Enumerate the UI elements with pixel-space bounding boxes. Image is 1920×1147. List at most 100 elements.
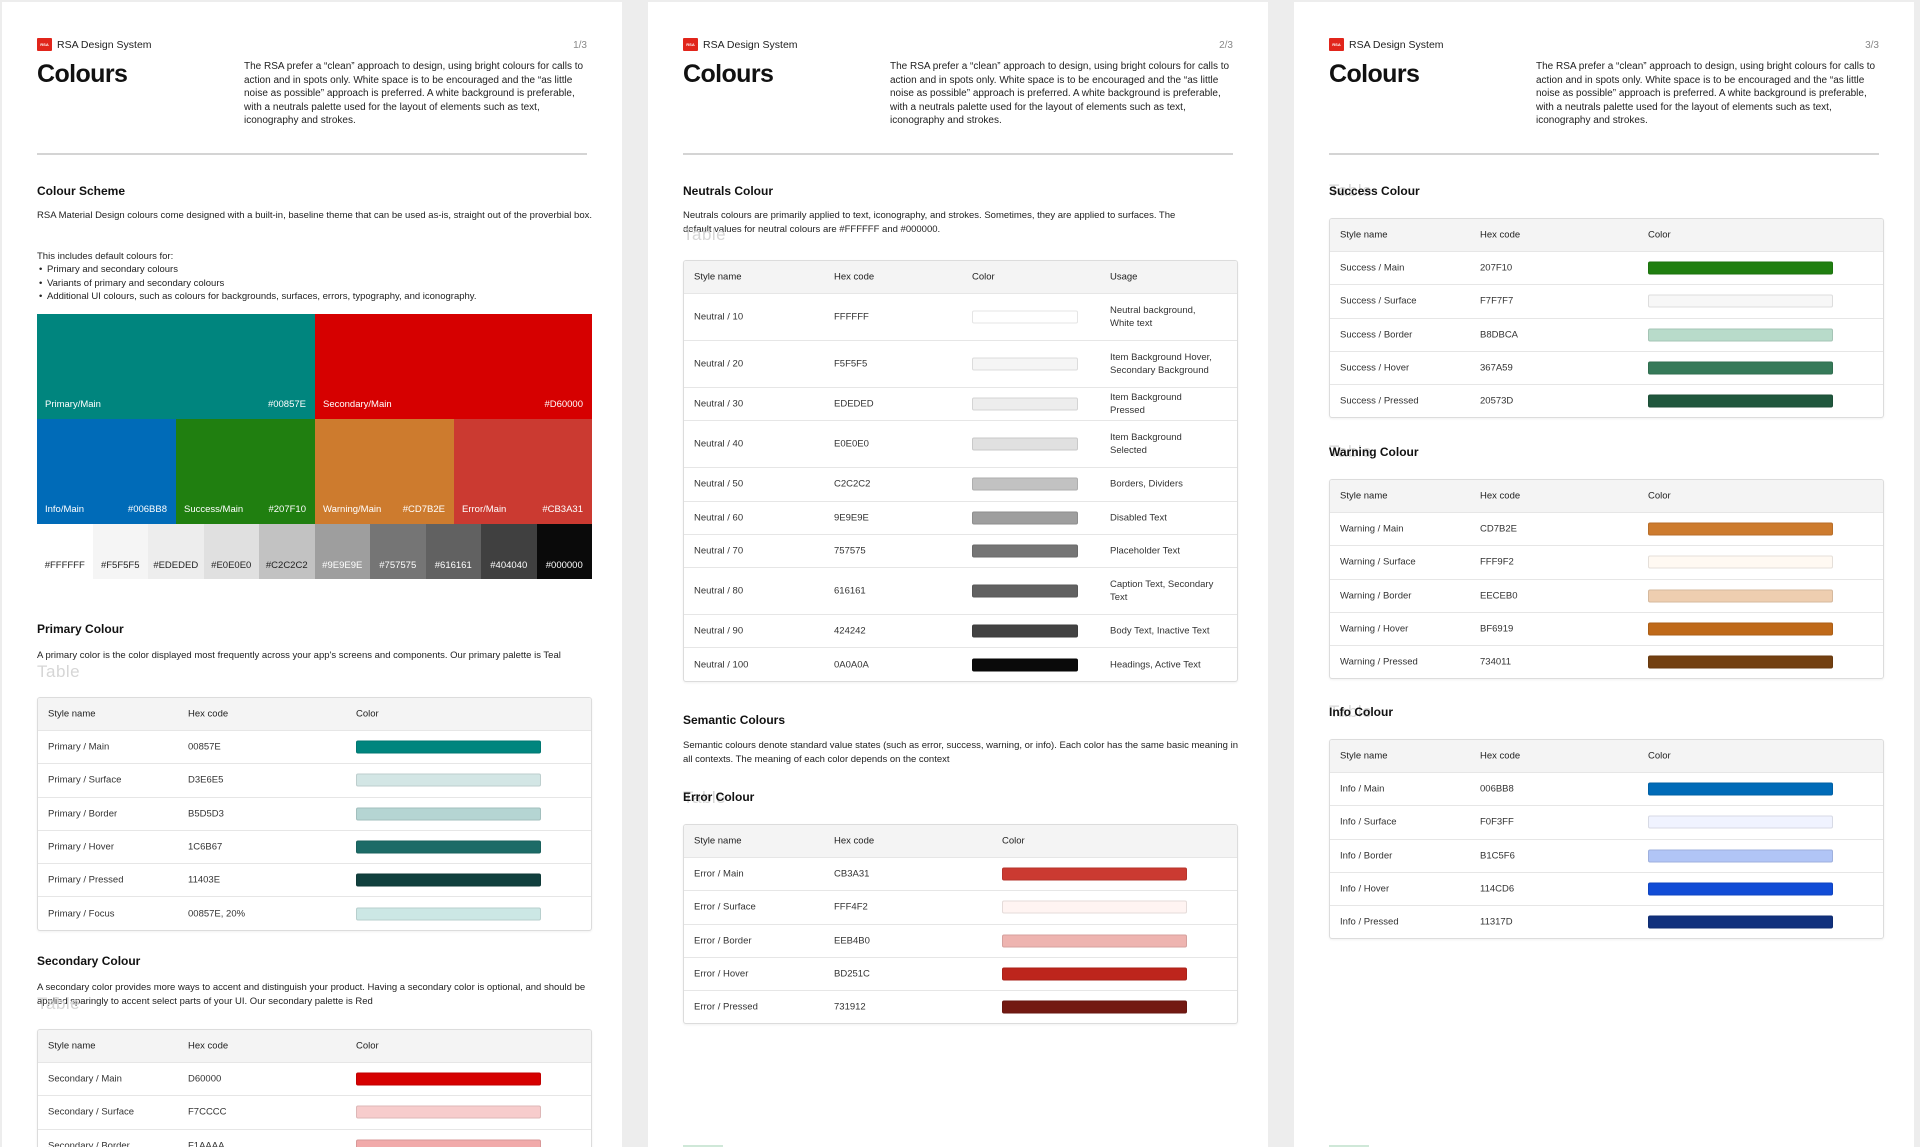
table-row: Warning / Surface FFF9F2 — [1330, 545, 1883, 578]
color-swatch-bar — [356, 840, 541, 854]
ghost-table-label: Table — [683, 225, 727, 244]
page-title: Colours — [683, 60, 774, 88]
hex-code-cell: 006BB8 — [1480, 783, 1514, 795]
swatch-hex: #FFFFFF — [44, 560, 85, 571]
style-name-cell: Primary / Hover — [48, 841, 114, 853]
color-swatch-bar — [1002, 934, 1187, 948]
usage-cell: Placeholder Text — [1110, 545, 1181, 557]
hex-code-cell: 20573D — [1480, 395, 1514, 407]
style-name-cell: Error / Surface — [694, 901, 756, 913]
footer-marker — [683, 1145, 723, 1147]
document-page-3: RSA RSA Design System 3/3 Colours The RS… — [1294, 2, 1914, 1147]
ghost-table-label: Table — [1329, 181, 1373, 200]
style-name-cell: Neutral / 100 — [694, 659, 749, 671]
table-row: Neutral / 10 FFFFFF Neutral background, Wh… — [684, 293, 1237, 340]
info-colour-table: Style name Hex code Color Info / Main 006BB8… — [1329, 739, 1884, 940]
style-name-cell: Warning / Main — [1340, 523, 1404, 535]
color-swatch-bar — [356, 1105, 541, 1119]
swatch-success-main: Success/Main #207F10 — [176, 419, 315, 524]
hex-code-cell: FFFFFF — [834, 311, 869, 323]
style-name-cell: Neutral / 50 — [694, 478, 744, 490]
table-row: Error / Pressed 731912 — [684, 990, 1237, 1023]
column-header: Style name — [48, 708, 96, 720]
table-row: Primary / Focus 00857E, 20% — [38, 896, 591, 929]
table-header-row: Style name Hex code Color — [38, 1030, 591, 1062]
column-header: Hex code — [1480, 490, 1521, 502]
column-header: Style name — [1340, 750, 1388, 762]
table-row: Info / Hover 114CD6 — [1330, 871, 1883, 905]
style-name-cell: Error / Hover — [694, 968, 749, 980]
hex-code-cell: EECEB0 — [1480, 590, 1518, 602]
style-name-cell: Success / Pressed — [1340, 395, 1419, 407]
hex-code-cell: 0A0A0A — [834, 659, 869, 671]
primary-colour-table: Style name Hex code Color Primary / Main 008… — [37, 697, 592, 931]
hex-code-cell: 424242 — [834, 625, 866, 637]
color-swatch-bar — [1002, 900, 1187, 914]
table-row: Info / Surface F0F3FF — [1330, 805, 1883, 838]
hex-code-cell: 00857E, 20% — [188, 908, 246, 920]
neutral-swatch: #EDEDED — [148, 524, 204, 579]
style-name-cell: Neutral / 10 — [694, 311, 744, 323]
ghost-table-label: Table — [37, 994, 81, 1013]
hex-code-cell: EDEDED — [834, 398, 874, 410]
style-name-cell: Success / Main — [1340, 262, 1405, 274]
color-swatch-bar — [1648, 849, 1833, 863]
swatch-hex: #F5F5F5 — [100, 560, 140, 571]
hex-code-cell: FFF9F2 — [1480, 556, 1514, 568]
section-heading-success: Success Colour — [1329, 184, 1420, 198]
usage-cell: Item Background Hover, Secondary Backgro… — [1110, 352, 1212, 376]
swatch-hex: #CD7B2E — [402, 504, 445, 515]
column-header: Hex code — [1480, 229, 1521, 241]
hex-code-cell: B8DBCA — [1480, 329, 1519, 341]
table-row: Neutral / 30 EDEDED Item Background Presse… — [684, 387, 1237, 420]
usage-cell: Item Background Pressed — [1110, 392, 1182, 417]
table-row: Error / Surface FFF4F2 — [684, 890, 1237, 923]
primary-paragraph: A primary color is the color displayed m… — [37, 650, 561, 661]
color-swatch-bar — [1648, 555, 1833, 569]
color-swatch-bar — [356, 807, 541, 821]
table-row: Primary / Hover 1C6B67 — [38, 829, 591, 863]
table-row: Warning / Border EECEB0 — [1330, 578, 1883, 612]
hex-code-cell: 757575 — [834, 545, 866, 557]
color-swatch-bar — [1648, 294, 1833, 308]
style-name-cell: Error / Pressed — [694, 1001, 758, 1013]
neutral-swatch: #9E9E9E — [314, 524, 370, 579]
brand-header: RSA RSA Design System — [37, 38, 152, 51]
hex-code-cell: BD251C — [834, 968, 870, 980]
table-row: Success / Surface F7F7F7 — [1330, 284, 1883, 317]
hex-code-cell: 616161 — [834, 585, 866, 597]
swatch-label: Secondary/Main — [323, 399, 392, 410]
table-row: Neutral / 100 0A0A0A Headings, Active Text — [684, 647, 1237, 680]
table-row: Primary / Main 00857E — [38, 730, 591, 763]
ghost-table-label: Table — [1329, 442, 1373, 461]
swatch-hex: #00857E — [267, 399, 306, 410]
table-row: Success / Pressed 20573D — [1330, 384, 1883, 417]
table-row: Primary / Border B5D5D3 — [38, 796, 591, 830]
style-name-cell: Secondary / Surface — [48, 1106, 135, 1118]
section-heading-primary: Primary Colour — [37, 622, 124, 636]
table-row: Primary / Surface D3E6E5 — [38, 763, 591, 796]
neutral-swatch: #C2C2C2 — [259, 524, 315, 579]
color-swatch-bar — [972, 357, 1078, 371]
document-page-2: RSA RSA Design System 2/3 Colours The RS… — [648, 2, 1268, 1147]
section-heading-warning: Warning Colour — [1329, 445, 1419, 459]
footer-marker — [1329, 1145, 1369, 1147]
style-name-cell: Neutral / 20 — [694, 358, 744, 370]
table-row: Neutral / 80 616161 Caption Text, Secondar… — [684, 567, 1237, 614]
brand-name: RSA Design System — [703, 38, 798, 51]
style-name-cell: Neutral / 60 — [694, 512, 744, 524]
column-header: Usage — [1110, 271, 1138, 283]
hex-code-cell: 114CD6 — [1480, 883, 1515, 895]
swatch-hex: #207F10 — [268, 504, 306, 515]
style-name-cell: Warning / Hover — [1340, 623, 1409, 635]
hex-code-cell: BF6919 — [1480, 623, 1514, 635]
swatch-hex: #000000 — [545, 560, 583, 571]
document-page-1: RSA RSA Design System 1/3 Colours The RS… — [2, 2, 622, 1147]
list-item: Additional UI colours, such as colours f… — [37, 290, 476, 304]
hex-code-cell: F5F5F5 — [834, 358, 868, 370]
style-name-cell: Secondary / Main — [48, 1073, 122, 1085]
color-swatch-bar — [356, 1072, 541, 1086]
color-swatch-bar — [972, 310, 1078, 324]
semantic-paragraph: Semantic colours denote standard value s… — [683, 740, 1238, 765]
table-row: Error / Border EEB4B0 — [684, 923, 1237, 957]
